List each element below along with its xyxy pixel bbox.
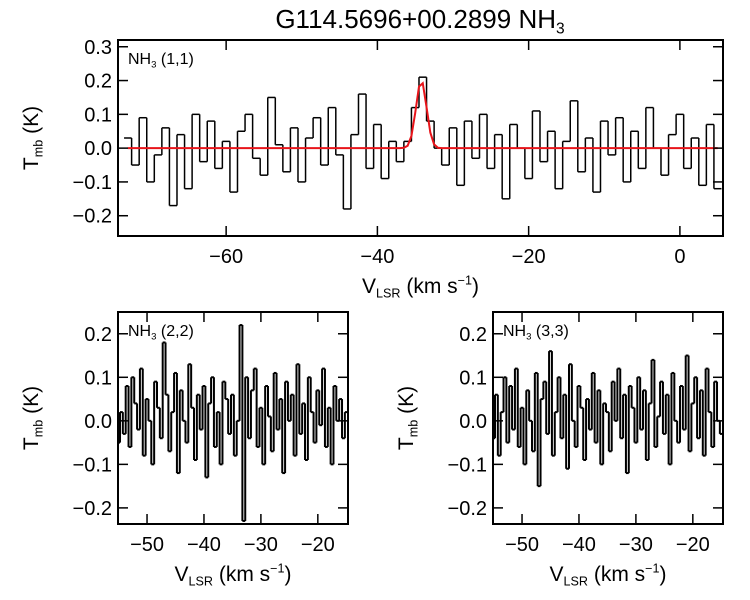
x-axis-label-part: V: [549, 563, 563, 586]
panel-label: NH3​ (1,1): [128, 51, 194, 71]
x-axis-label-part: (km s: [213, 563, 270, 586]
y-axis-label-part: T: [20, 157, 43, 170]
panel-label-part: (3,3): [531, 323, 568, 340]
y-axis-label: Tmb​ (K): [395, 386, 421, 450]
y-tick-label: 0.0: [84, 138, 112, 160]
x-tick-label: 0: [674, 246, 685, 268]
x-tick-label: −50: [130, 534, 164, 556]
y-axis-label-part: T: [20, 437, 43, 450]
plot-area: [124, 76, 722, 210]
y-tick-label: 0.2: [84, 71, 112, 93]
x-tick-label: −30: [619, 534, 653, 556]
chart-title-part: G114.5696+00.2899 NH: [275, 4, 556, 34]
y-tick-label: 0.1: [84, 104, 112, 126]
x-axis-label-part: ): [285, 563, 292, 586]
panel: −50 −40 −30 −20 −0.2 −0.1 0.0 0.1 0.2 NH3​ (2,2) V…: [20, 311, 349, 589]
y-axis-label: Tmb​ (K): [20, 106, 46, 170]
y-tick-label: −0.2: [448, 498, 487, 520]
y-tick-label: 0.0: [84, 411, 112, 433]
x-tick-label: −20: [676, 534, 710, 556]
y-tick-label: −0.1: [73, 172, 112, 194]
x-axis-label-part: −1: [645, 562, 659, 576]
y-tick-label: 0.0: [459, 411, 487, 433]
x-axis-label-part: ): [660, 563, 667, 586]
plot-frame: [117, 39, 724, 237]
x-axis-label: VLSR​ (km s−1​): [174, 562, 291, 589]
y-tick-label: 0.1: [459, 367, 487, 389]
x-axis-label-part: LSR: [564, 575, 589, 589]
x-axis-label-part: (km s: [401, 275, 458, 298]
x-tick-label: −40: [562, 534, 596, 556]
y-tick-label: 0.1: [84, 367, 112, 389]
x-axis-label-part: −1: [270, 562, 284, 576]
y-axis-label-part: mb: [32, 140, 46, 158]
x-axis-label: VLSR​ (km s−1​): [362, 274, 479, 301]
y-axis-label-part: T: [395, 437, 418, 450]
x-tick-label: −40: [187, 534, 221, 556]
x-axis-label-part: (km s: [588, 563, 645, 586]
y-tick-label: −0.2: [73, 206, 112, 228]
x-tick-label: −20: [301, 534, 335, 556]
panel-label: NH3​ (3,3): [503, 323, 569, 343]
x-tick-label: −50: [505, 534, 539, 556]
panel-label-part: (2,2): [156, 323, 193, 340]
panel-label-part: (1,1): [156, 51, 193, 68]
x-axis-label-part: LSR: [376, 287, 401, 301]
panel-label-part: NH: [128, 323, 151, 340]
panel-label-part: 3: [526, 332, 531, 343]
x-axis-label-part: −1: [458, 274, 472, 288]
plot-area: [493, 350, 723, 488]
y-tick-label: 0.2: [84, 324, 112, 346]
x-tick-label: −60: [209, 246, 243, 268]
panel-label-part: NH: [128, 51, 151, 68]
x-axis-label-part: ): [472, 275, 479, 298]
x-axis-label: VLSR​ (km s−1​): [549, 562, 666, 589]
y-axis-label-part: (K): [20, 106, 43, 140]
y-axis-label: Tmb​ (K): [20, 386, 46, 450]
plot-area: [118, 324, 348, 522]
y-axis-label-part: mb: [32, 420, 46, 438]
y-tick-label: 0.2: [459, 324, 487, 346]
chart-title-part: 3: [556, 21, 565, 38]
y-axis-label-part: mb: [407, 420, 421, 438]
fit-line: [127, 81, 718, 150]
y-tick-label: −0.1: [73, 454, 112, 476]
y-tick-label: −0.2: [73, 498, 112, 520]
chart-title: G114.5696+00.2899 NH3​: [275, 4, 564, 38]
x-tick-label: −30: [244, 534, 278, 556]
plot-frame: [492, 311, 724, 525]
plot-frame: [117, 311, 349, 525]
x-axis-label-part: V: [174, 563, 188, 586]
y-tick-label: 0.3: [84, 37, 112, 59]
x-axis-label-part: LSR: [189, 575, 214, 589]
panel-label-part: NH: [503, 323, 526, 340]
panel-label: NH3​ (2,2): [128, 323, 194, 343]
x-tick-label: −20: [512, 246, 546, 268]
panel: −60 −40 −20 0 −0.2 −0.1 0.0 0.1 0.2 0.3 NH3​ (1,1)…: [20, 4, 724, 301]
x-tick-label: −40: [360, 246, 394, 268]
panel: −50 −40 −30 −20 −0.2 −0.1 0.0 0.1 0.2 NH3​ (3,3) V…: [395, 311, 724, 589]
y-axis-label-part: (K): [20, 386, 43, 420]
panel-label-part: 3: [151, 60, 156, 71]
panel-label-part: 3: [151, 332, 156, 343]
y-tick-label: −0.1: [448, 454, 487, 476]
x-axis-label-part: V: [362, 275, 376, 298]
y-axis-label-part: (K): [395, 386, 418, 420]
